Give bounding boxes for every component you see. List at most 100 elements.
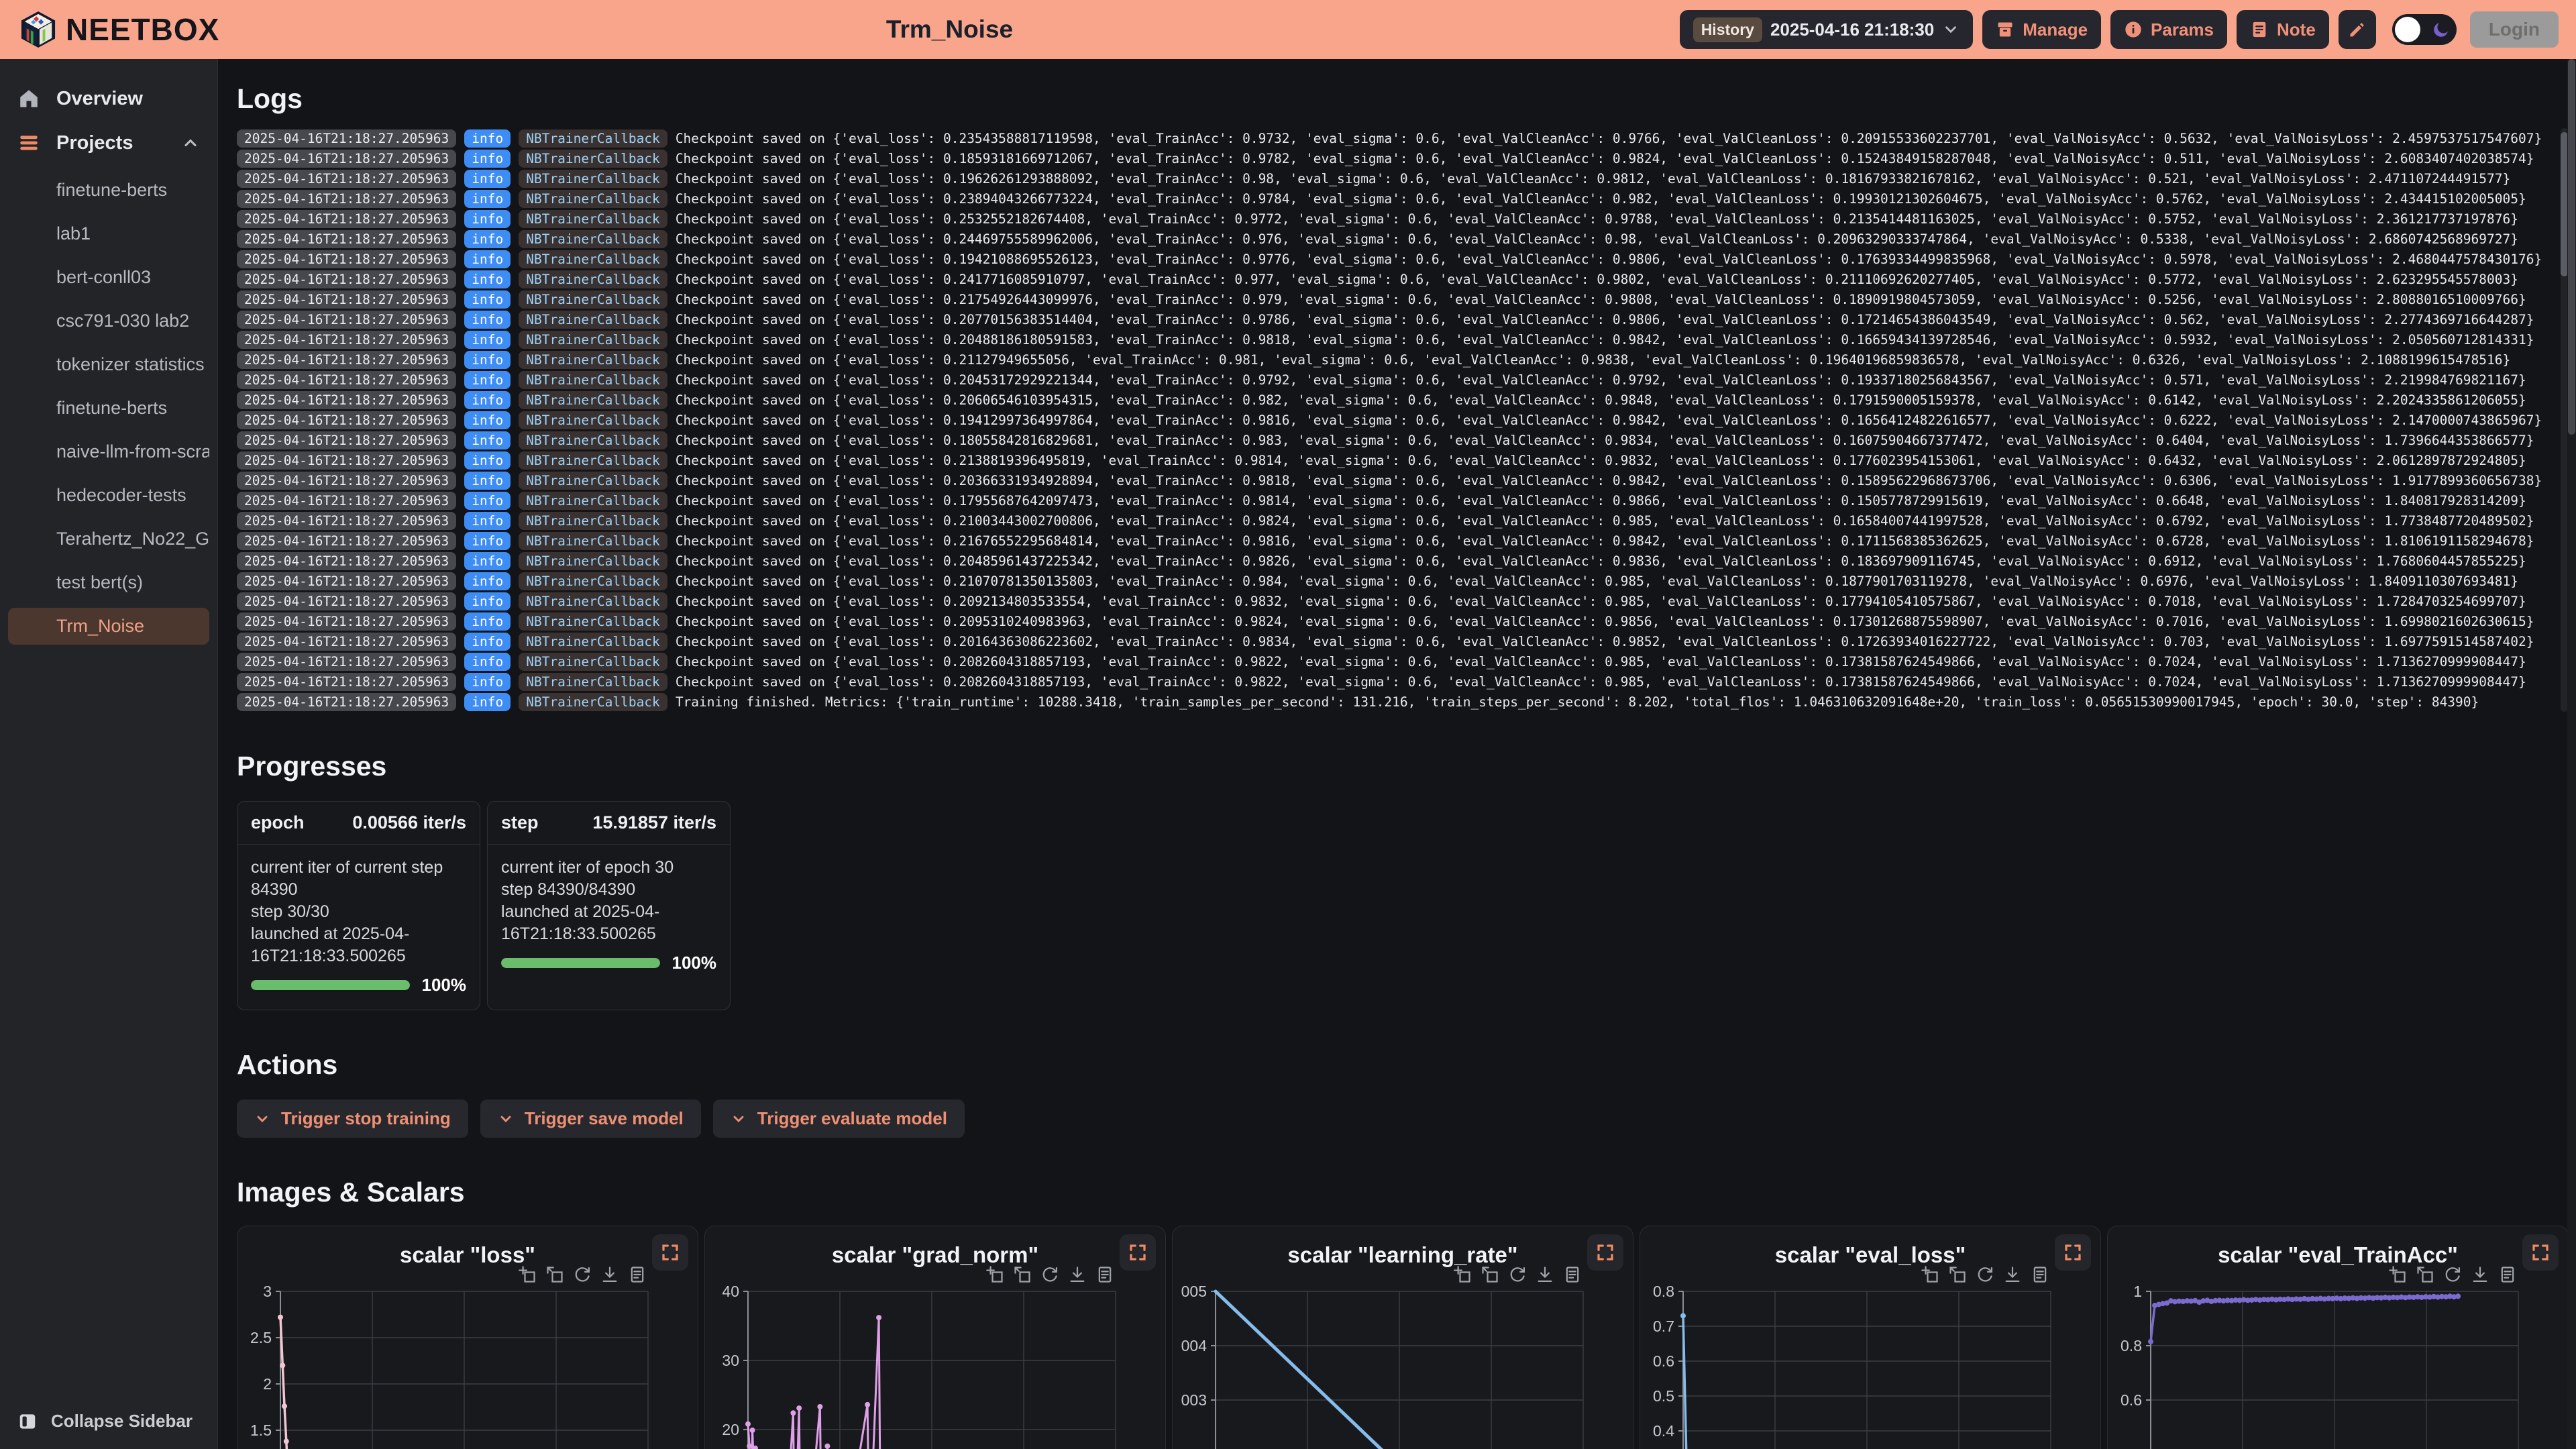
sidebar-item-project[interactable]: tokenizer statistics llama...	[56, 354, 209, 374]
fullscreen-button[interactable]	[2522, 1234, 2559, 1271]
sidebar-item-project[interactable]: finetune-berts	[56, 180, 168, 200]
log-row: 2025-04-16T21:18:27.205963 info NBTrainerC…	[237, 611, 2553, 631]
chart-plot[interactable]: 40302010	[705, 1283, 1166, 1449]
fullscreen-button[interactable]	[1587, 1234, 1623, 1271]
log-timestamp-badge: 2025-04-16T21:18:27.205963	[237, 511, 457, 530]
log-timestamp-badge: 2025-04-16T21:18:27.205963	[237, 209, 457, 228]
log-module-badge: NBTrainerCallback	[519, 290, 667, 309]
log-module-badge: NBTrainerCallback	[519, 330, 667, 349]
edit-button[interactable]	[2338, 10, 2376, 49]
svg-text:20: 20	[722, 1421, 739, 1438]
zoom-reset-icon[interactable]	[1481, 1265, 1499, 1287]
log-timestamp-badge: 2025-04-16T21:18:27.205963	[237, 612, 457, 631]
zoom-select-icon[interactable]	[985, 1265, 1004, 1287]
sidebar-item-project[interactable]: lab1	[56, 223, 91, 244]
sidebar-item-project[interactable]: Trm_Noise	[8, 608, 209, 645]
data-view-icon[interactable]	[2031, 1265, 2049, 1287]
progress-name: step	[501, 812, 539, 833]
sidebar-item-overview[interactable]: Overview	[0, 76, 217, 121]
zoom-select-icon[interactable]	[2388, 1265, 2407, 1287]
fullscreen-button[interactable]	[652, 1234, 688, 1271]
chart-plot[interactable]: 005004003002001	[1173, 1283, 1633, 1449]
action-trigger-button[interactable]: Trigger stop training	[237, 1099, 468, 1138]
note-button[interactable]: Note	[2237, 10, 2329, 49]
log-row: 2025-04-16T21:18:27.205963 info NBTrainerC…	[237, 269, 2553, 289]
zoom-reset-icon[interactable]	[2416, 1265, 2434, 1287]
log-row: 2025-04-16T21:18:27.205963 info NBTrainerC…	[237, 692, 2553, 712]
zoom-reset-icon[interactable]	[1013, 1265, 1032, 1287]
action-label: Trigger stop training	[281, 1108, 451, 1128]
progresses-heading: Progresses	[237, 751, 387, 782]
data-view-icon[interactable]	[1095, 1265, 1114, 1287]
log-level-badge: info	[464, 531, 511, 550]
page-scrollbar[interactable]	[2567, 59, 2576, 1449]
action-label: Trigger save model	[524, 1108, 684, 1128]
chart-cards: scalar "loss" 3 2.5 2 1.5 1 0.5 scalar "grad_no…	[237, 1226, 2569, 1449]
log-message: Checkpoint saved on {'eval_loss': 0.1859…	[675, 150, 2534, 166]
chart-plot[interactable]: 32.521.510.5	[237, 1283, 698, 1449]
save-image-icon[interactable]	[1068, 1265, 1087, 1287]
action-trigger-button[interactable]: Trigger evaluate model	[712, 1099, 965, 1138]
sidebar-item-project[interactable]: naive-llm-from-scratch	[56, 441, 209, 462]
sidebar-item-project[interactable]: Terahertz_No22_Gl261_gl...	[56, 529, 209, 549]
restore-icon[interactable]	[1508, 1265, 1527, 1287]
sidebar-item-project[interactable]: bert-conll03	[56, 267, 152, 287]
chart-plot[interactable]: 10.80.60.40.2	[2108, 1283, 2569, 1449]
zoom-select-icon[interactable]	[1921, 1265, 1939, 1287]
data-view-icon[interactable]	[1563, 1265, 1582, 1287]
logs-scrollbar-thumb[interactable]	[2561, 132, 2568, 276]
save-image-icon[interactable]	[1536, 1265, 1554, 1287]
app-header: NEETBOX Trm_Noise History 2025-04-16 21:…	[0, 0, 2576, 59]
chevron-down-icon	[500, 1116, 511, 1122]
manage-button[interactable]: Manage	[1982, 10, 2102, 49]
sidebar-item-project[interactable]: hedecoder-tests	[56, 485, 186, 505]
history-dropdown[interactable]: History 2025-04-16 21:18:30	[1679, 10, 1974, 49]
action-trigger-button[interactable]: Trigger save model	[480, 1099, 701, 1138]
log-timestamp-badge: 2025-04-16T21:18:27.205963	[237, 491, 457, 510]
collapse-sidebar-button[interactable]: Collapse Sidebar	[17, 1411, 193, 1432]
zoom-select-icon[interactable]	[518, 1265, 537, 1287]
progress-cards: epoch 0.00566 iter/s current iter of curre…	[237, 801, 2553, 1010]
sidebar: Overview Projects finetune-berts lab1 bert…	[0, 59, 218, 1449]
note-icon	[2253, 21, 2266, 38]
theme-toggle[interactable]	[2392, 14, 2457, 45]
log-module-badge: NBTrainerCallback	[519, 672, 667, 691]
sidebar-item-project[interactable]: finetune-berts	[56, 398, 168, 418]
restore-icon[interactable]	[2443, 1265, 2462, 1287]
data-view-icon[interactable]	[2498, 1265, 2517, 1287]
log-level-badge: info	[464, 451, 511, 470]
sidebar-item-projects[interactable]: Projects	[0, 121, 217, 165]
sidebar-item-project[interactable]: test bert(s)	[56, 572, 144, 592]
params-button[interactable]: Params	[2110, 10, 2228, 49]
chart-plot[interactable]: 0.80.70.60.50.40.30.2	[1640, 1283, 2101, 1449]
fullscreen-button[interactable]	[1120, 1234, 1156, 1271]
log-row: 2025-04-16T21:18:27.205963 info NBTrainerC…	[237, 490, 2553, 511]
save-image-icon[interactable]	[600, 1265, 619, 1287]
log-level-badge: info	[464, 592, 511, 610]
log-module-badge: NBTrainerCallback	[519, 250, 667, 268]
data-view-icon[interactable]	[628, 1265, 647, 1287]
zoom-select-icon[interactable]	[1453, 1265, 1472, 1287]
login-button[interactable]: Login	[2469, 11, 2559, 48]
restore-icon[interactable]	[573, 1265, 592, 1287]
zoom-reset-icon[interactable]	[1948, 1265, 1967, 1287]
log-level-badge: info	[464, 431, 511, 449]
log-level-badge: info	[464, 370, 511, 389]
pencil-icon	[2350, 23, 2364, 37]
zoom-reset-icon[interactable]	[545, 1265, 564, 1287]
restore-icon[interactable]	[1040, 1265, 1059, 1287]
progress-bar	[251, 980, 410, 990]
fullscreen-button[interactable]	[2055, 1234, 2091, 1271]
restore-icon[interactable]	[1976, 1265, 1994, 1287]
chart-card: scalar "learning_rate"005004003002001	[1172, 1226, 1633, 1449]
logs-scrollbar[interactable]	[2561, 128, 2568, 712]
sidebar-item-project[interactable]: csc791-030 lab2	[56, 311, 190, 331]
svg-text:0.5: 0.5	[1653, 1387, 1674, 1405]
log-row: 2025-04-16T21:18:27.205963 info NBTrainerC…	[237, 168, 2553, 189]
save-image-icon[interactable]	[2003, 1265, 2022, 1287]
page-scrollbar-thumb[interactable]	[2568, 59, 2575, 435]
save-image-icon[interactable]	[2471, 1265, 2489, 1287]
svg-text:004: 004	[1181, 1337, 1208, 1354]
log-level-badge: info	[464, 672, 511, 691]
progress-line: step 84390/84390	[501, 880, 636, 899]
